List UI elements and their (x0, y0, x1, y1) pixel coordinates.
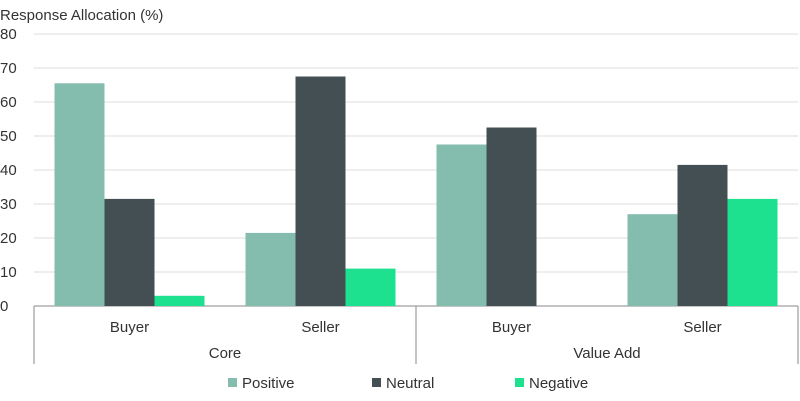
legend: Positive Neutral Negative (228, 375, 588, 392)
y-tick-label: 30 (0, 196, 17, 213)
bar-neutral-0 (104, 198, 155, 306)
y-tick-label: 70 (0, 60, 17, 77)
legend-swatch-negative (515, 378, 524, 387)
x-category-label: Seller (301, 319, 339, 336)
y-tick-label: 20 (0, 230, 17, 247)
bars (54, 76, 778, 306)
legend-label-neutral: Neutral (386, 375, 434, 392)
bar-negative-1 (345, 268, 396, 306)
y-axis-ticks: 0 10 20 30 40 50 60 70 80 (0, 26, 17, 315)
x-group-label: Value Add (573, 345, 640, 362)
x-group-label: Core (209, 345, 242, 362)
legend-label-negative: Negative (529, 375, 588, 392)
x-category-label: Seller (683, 319, 721, 336)
bar-negative-3 (727, 198, 778, 306)
bar-positive-3 (627, 214, 678, 306)
bar-neutral-1 (295, 76, 346, 306)
gridlines (34, 33, 798, 307)
bar-positive-2 (436, 144, 487, 306)
y-tick-label: 0 (0, 298, 8, 315)
bar-positive-1 (245, 232, 296, 306)
legend-label-positive: Positive (242, 375, 295, 392)
x-category-label: Buyer (110, 319, 149, 336)
bar-neutral-2 (486, 127, 537, 306)
y-tick-label: 50 (0, 128, 17, 145)
y-axis-label: Response Allocation (%) (0, 7, 163, 24)
bar-neutral-3 (677, 164, 728, 306)
bar-positive-0 (54, 83, 105, 306)
legend-swatch-neutral (372, 378, 381, 387)
legend-swatch-positive (228, 378, 237, 387)
bar-negative-0 (154, 295, 205, 306)
x-category-label: Buyer (492, 319, 531, 336)
y-tick-label: 80 (0, 26, 17, 43)
y-tick-label: 10 (0, 264, 17, 281)
y-tick-label: 40 (0, 162, 17, 179)
y-tick-label: 60 (0, 94, 17, 111)
x-axis: Buyer Seller Buyer Seller Core Value Add (33, 306, 799, 364)
